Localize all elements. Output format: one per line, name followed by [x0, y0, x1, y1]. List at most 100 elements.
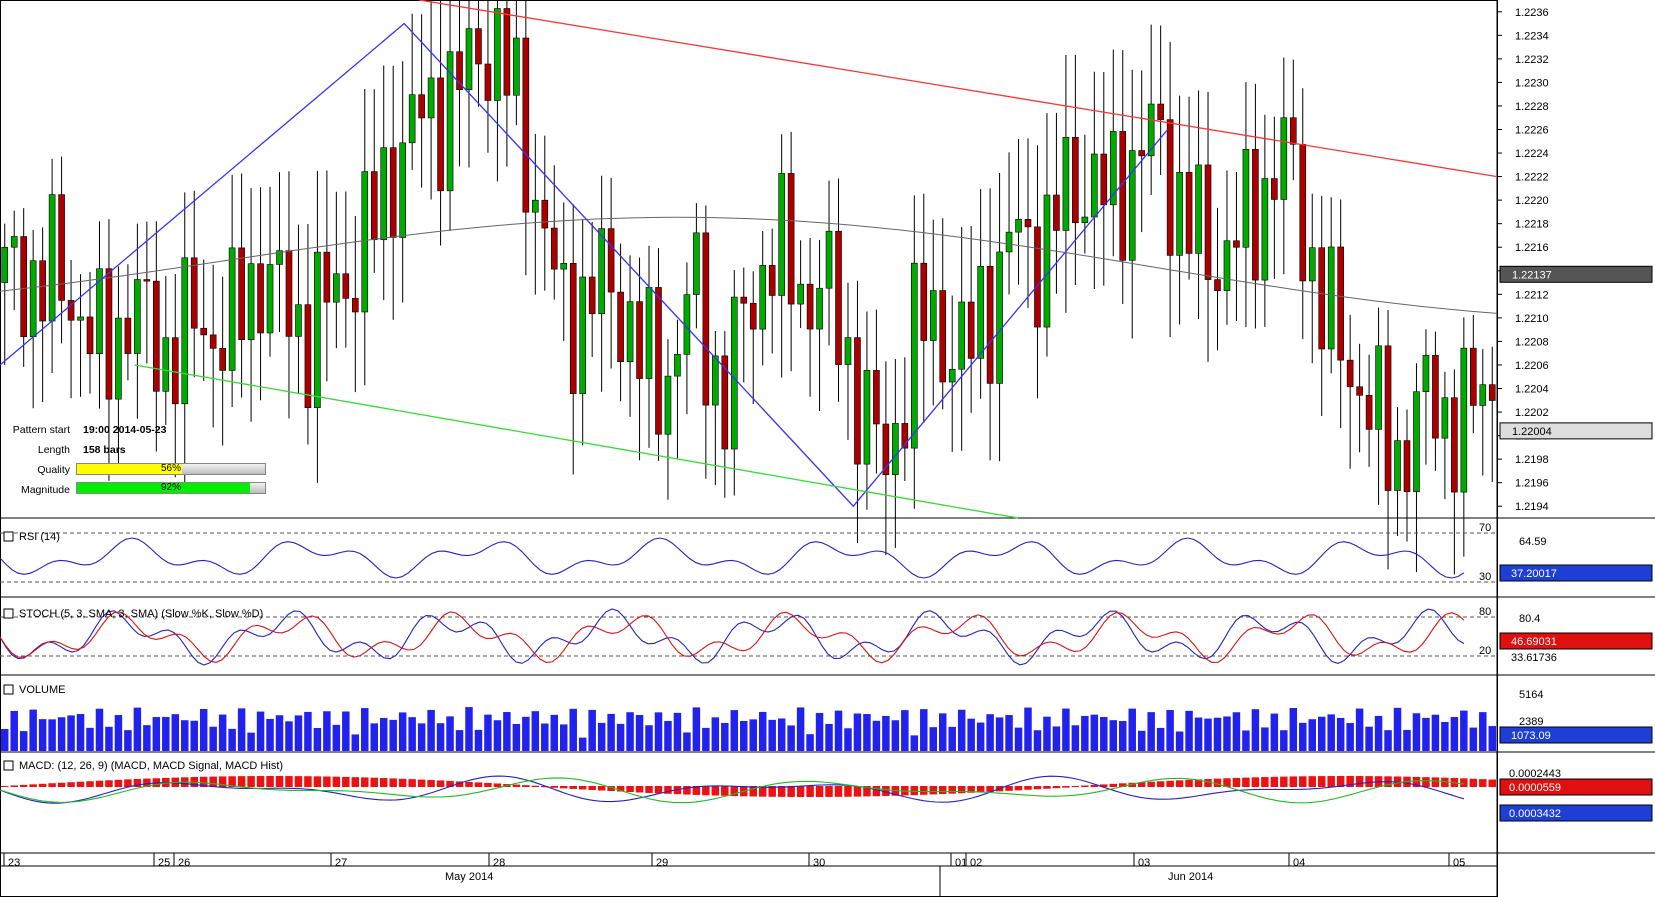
- volume-bar: [29, 709, 37, 751]
- macd-hist-value: 0.0000559: [1509, 782, 1561, 794]
- volume-bar: [285, 721, 293, 751]
- candle-down: [901, 423, 909, 449]
- macd-hist-bar: [910, 786, 919, 796]
- macd-hist-bar: [294, 776, 303, 787]
- volume-bar: [1270, 713, 1279, 751]
- candle-down: [1233, 240, 1240, 248]
- y-tick-label: 1.2222: [1515, 172, 1549, 184]
- macd-hist-bar: [379, 778, 388, 787]
- volume-bar: [332, 724, 341, 751]
- macd-hist-bar: [1024, 786, 1032, 790]
- macd-hist-bar: [1289, 776, 1298, 787]
- macd-hist-bar: [256, 776, 265, 787]
- volume-bar: [313, 728, 322, 751]
- macd-hist-bar: [218, 776, 227, 787]
- candle-up: [958, 301, 965, 370]
- volume-bar: [1384, 730, 1392, 751]
- volume-bar: [692, 707, 701, 751]
- candle-up: [844, 337, 852, 365]
- macd-signal-line: [0, 777, 1465, 804]
- candle-down: [389, 147, 397, 238]
- macd-hist-bar: [29, 784, 37, 787]
- volume-bar: [1431, 714, 1440, 751]
- volume-bar: [1185, 710, 1193, 751]
- candle-down: [1034, 226, 1041, 328]
- macd-hist-bar: [1147, 781, 1155, 787]
- volume-bar: [342, 711, 350, 751]
- volume-bar: [124, 730, 132, 751]
- candle-up: [1375, 345, 1382, 430]
- volume-bar: [1412, 713, 1421, 751]
- macd-hist-bar: [1062, 786, 1070, 788]
- quality-label: Quality: [37, 464, 70, 476]
- volume-bar: [1194, 717, 1203, 751]
- candle-up: [712, 355, 719, 406]
- volume-bar: [1251, 709, 1260, 751]
- volume-bar: [758, 711, 767, 751]
- candle-down: [1166, 119, 1174, 256]
- quality-value: 56%: [160, 463, 181, 474]
- candle-down: [768, 265, 776, 296]
- candle-down: [1470, 347, 1477, 406]
- x-month-label: Jun 2014: [1168, 871, 1213, 883]
- volume-bar: [228, 728, 236, 751]
- candle-up: [1091, 153, 1098, 218]
- volume-bar: [721, 722, 729, 751]
- volume-bar: [588, 709, 596, 751]
- macd-hist-bar: [1194, 779, 1203, 787]
- volume-bar: [351, 734, 360, 751]
- magnitude-bar-fill: [77, 483, 250, 493]
- macd-hist-bar: [1441, 777, 1449, 787]
- candle-down: [787, 173, 795, 305]
- candle-down: [1488, 384, 1496, 401]
- macd-hist-bar: [967, 786, 975, 793]
- x-day-label: 03: [1138, 857, 1150, 869]
- x-day-label: 04: [1293, 857, 1305, 869]
- candle-up: [1128, 150, 1136, 261]
- volume-bar: [702, 727, 710, 751]
- panel-toggle-box: [3, 608, 14, 619]
- candle-up: [513, 37, 520, 96]
- volume-bar: [152, 717, 161, 751]
- x-day-label: 02: [970, 857, 982, 869]
- volume-bar: [199, 709, 208, 751]
- macd-hist-bar: [1355, 776, 1364, 787]
- macd-hist-bar: [114, 779, 123, 787]
- x-day-label: 05: [1453, 857, 1465, 869]
- macd-hist-bar: [825, 786, 833, 797]
- volume-bar: [455, 730, 464, 751]
- macd-hist-bar: [474, 782, 483, 787]
- candle-down: [588, 276, 596, 315]
- volume-bar: [1346, 723, 1354, 751]
- macd-hist-bar: [1100, 784, 1108, 787]
- candle-up: [532, 199, 539, 213]
- macd-hist-bar: [313, 776, 322, 787]
- candle-down: [1337, 246, 1344, 361]
- volume-axis-label: 2389: [1519, 716, 1543, 728]
- macd-hist-bar: [1137, 782, 1146, 787]
- volume-bar: [275, 715, 284, 751]
- candle-up: [1308, 247, 1316, 282]
- length-label: Length: [37, 444, 70, 456]
- candle-up: [465, 28, 473, 91]
- macd-hist-bar: [237, 776, 246, 787]
- candle-down: [939, 290, 947, 383]
- macd-hist-bar: [10, 785, 18, 787]
- volume-bar: [1052, 726, 1061, 751]
- volume-bar: [986, 714, 994, 751]
- volume-bar: [711, 717, 720, 751]
- pattern-start-label: Pattern start: [12, 424, 70, 436]
- volume-bar: [446, 716, 454, 751]
- volume-bar: [825, 723, 833, 751]
- volume-bar: [541, 723, 549, 751]
- macd-hist-bar: [635, 786, 644, 793]
- volume-bar: [304, 711, 312, 751]
- volume-bar: [48, 719, 56, 751]
- volume-bar: [550, 714, 559, 751]
- macd-hist-bar: [1242, 777, 1250, 787]
- macd-hist-bar: [588, 786, 596, 790]
- macd-hist-bar: [730, 786, 739, 797]
- candle-up: [1015, 219, 1022, 233]
- candle-up: [1147, 103, 1155, 157]
